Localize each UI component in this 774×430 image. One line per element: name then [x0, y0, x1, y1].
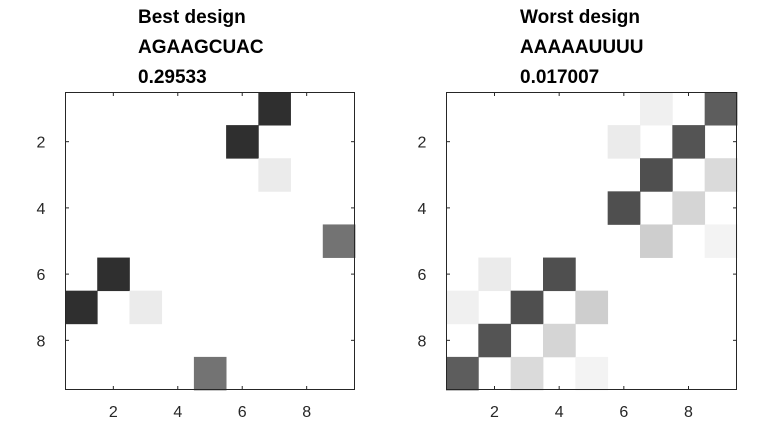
heatmap-cell	[97, 257, 130, 292]
heatmap-cell	[478, 323, 512, 358]
heatmap-cell	[258, 158, 291, 192]
heatmap-panel-1: Best design AGAAGCUAC 0.29533 2 4 6 8 2 4 6 8	[37, 7, 356, 421]
y-tick-label: 8	[37, 333, 46, 350]
y-tick-label: 4	[37, 201, 46, 218]
x-tick-label: 2	[109, 404, 118, 421]
heatmap-cell	[704, 92, 738, 126]
heatmap-cell	[478, 257, 512, 292]
heatmap-cell	[543, 257, 576, 292]
heatmap-cell	[322, 224, 356, 258]
heatmap-cell	[672, 125, 706, 159]
heatmap-cell	[672, 191, 706, 225]
heatmap-cell	[575, 356, 609, 391]
heatmap-cell	[607, 191, 641, 225]
axes-box	[65, 92, 355, 390]
chart-title-line-3: 0.29533	[138, 67, 207, 88]
chart-title-line-2: AGAAGCUAC	[138, 37, 264, 58]
heatmap-cell	[543, 323, 576, 358]
plot-area	[65, 92, 355, 390]
heatmap-cell	[193, 356, 227, 391]
x-tick-label: 4	[173, 404, 182, 421]
axes-box	[446, 92, 737, 390]
heatmap-cell	[258, 92, 291, 126]
chart-title-line-3: 0.017007	[520, 67, 599, 88]
x-tick-label: 8	[302, 404, 311, 421]
heatmap-cell	[446, 356, 479, 391]
x-tick-label: 4	[555, 404, 564, 421]
heatmap-panel-2: Worst design AAAAAUUUU 0.017007 2 4 6 8 2 4 6 8	[418, 7, 738, 421]
y-tick-label: 6	[418, 267, 427, 284]
y-tick-label: 8	[418, 333, 427, 350]
y-tick-label: 2	[418, 135, 427, 152]
heatmap-cell	[704, 224, 738, 258]
y-tick-label: 6	[37, 267, 46, 284]
heatmap-cell	[575, 290, 609, 325]
chart-title-line-1: Worst design	[520, 7, 640, 28]
heatmap-cell	[129, 290, 163, 325]
heatmap-cell	[65, 290, 98, 325]
x-tick-label: 6	[619, 404, 628, 421]
heatmap-cell	[510, 290, 544, 325]
heatmap-cell	[226, 125, 259, 159]
heatmap-cell	[704, 158, 738, 192]
x-tick-label: 2	[490, 404, 499, 421]
heatmap-cell	[607, 125, 641, 159]
heatmap-cell	[640, 158, 673, 192]
x-tick-label: 8	[684, 404, 693, 421]
chart-title-line-1: Best design	[138, 7, 246, 28]
x-tick-label: 6	[238, 404, 247, 421]
heatmap-cell	[446, 290, 479, 325]
y-tick-label: 2	[37, 135, 46, 152]
chart-title-line-2: AAAAAUUUU	[520, 37, 644, 58]
heatmap-cell	[510, 356, 544, 391]
heatmap-cell	[640, 92, 673, 126]
heatmap-cell	[640, 224, 673, 258]
y-tick-label: 4	[418, 201, 427, 218]
